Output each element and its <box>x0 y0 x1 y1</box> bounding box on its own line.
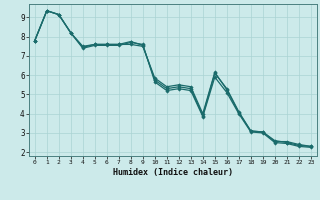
X-axis label: Humidex (Indice chaleur): Humidex (Indice chaleur) <box>113 168 233 177</box>
